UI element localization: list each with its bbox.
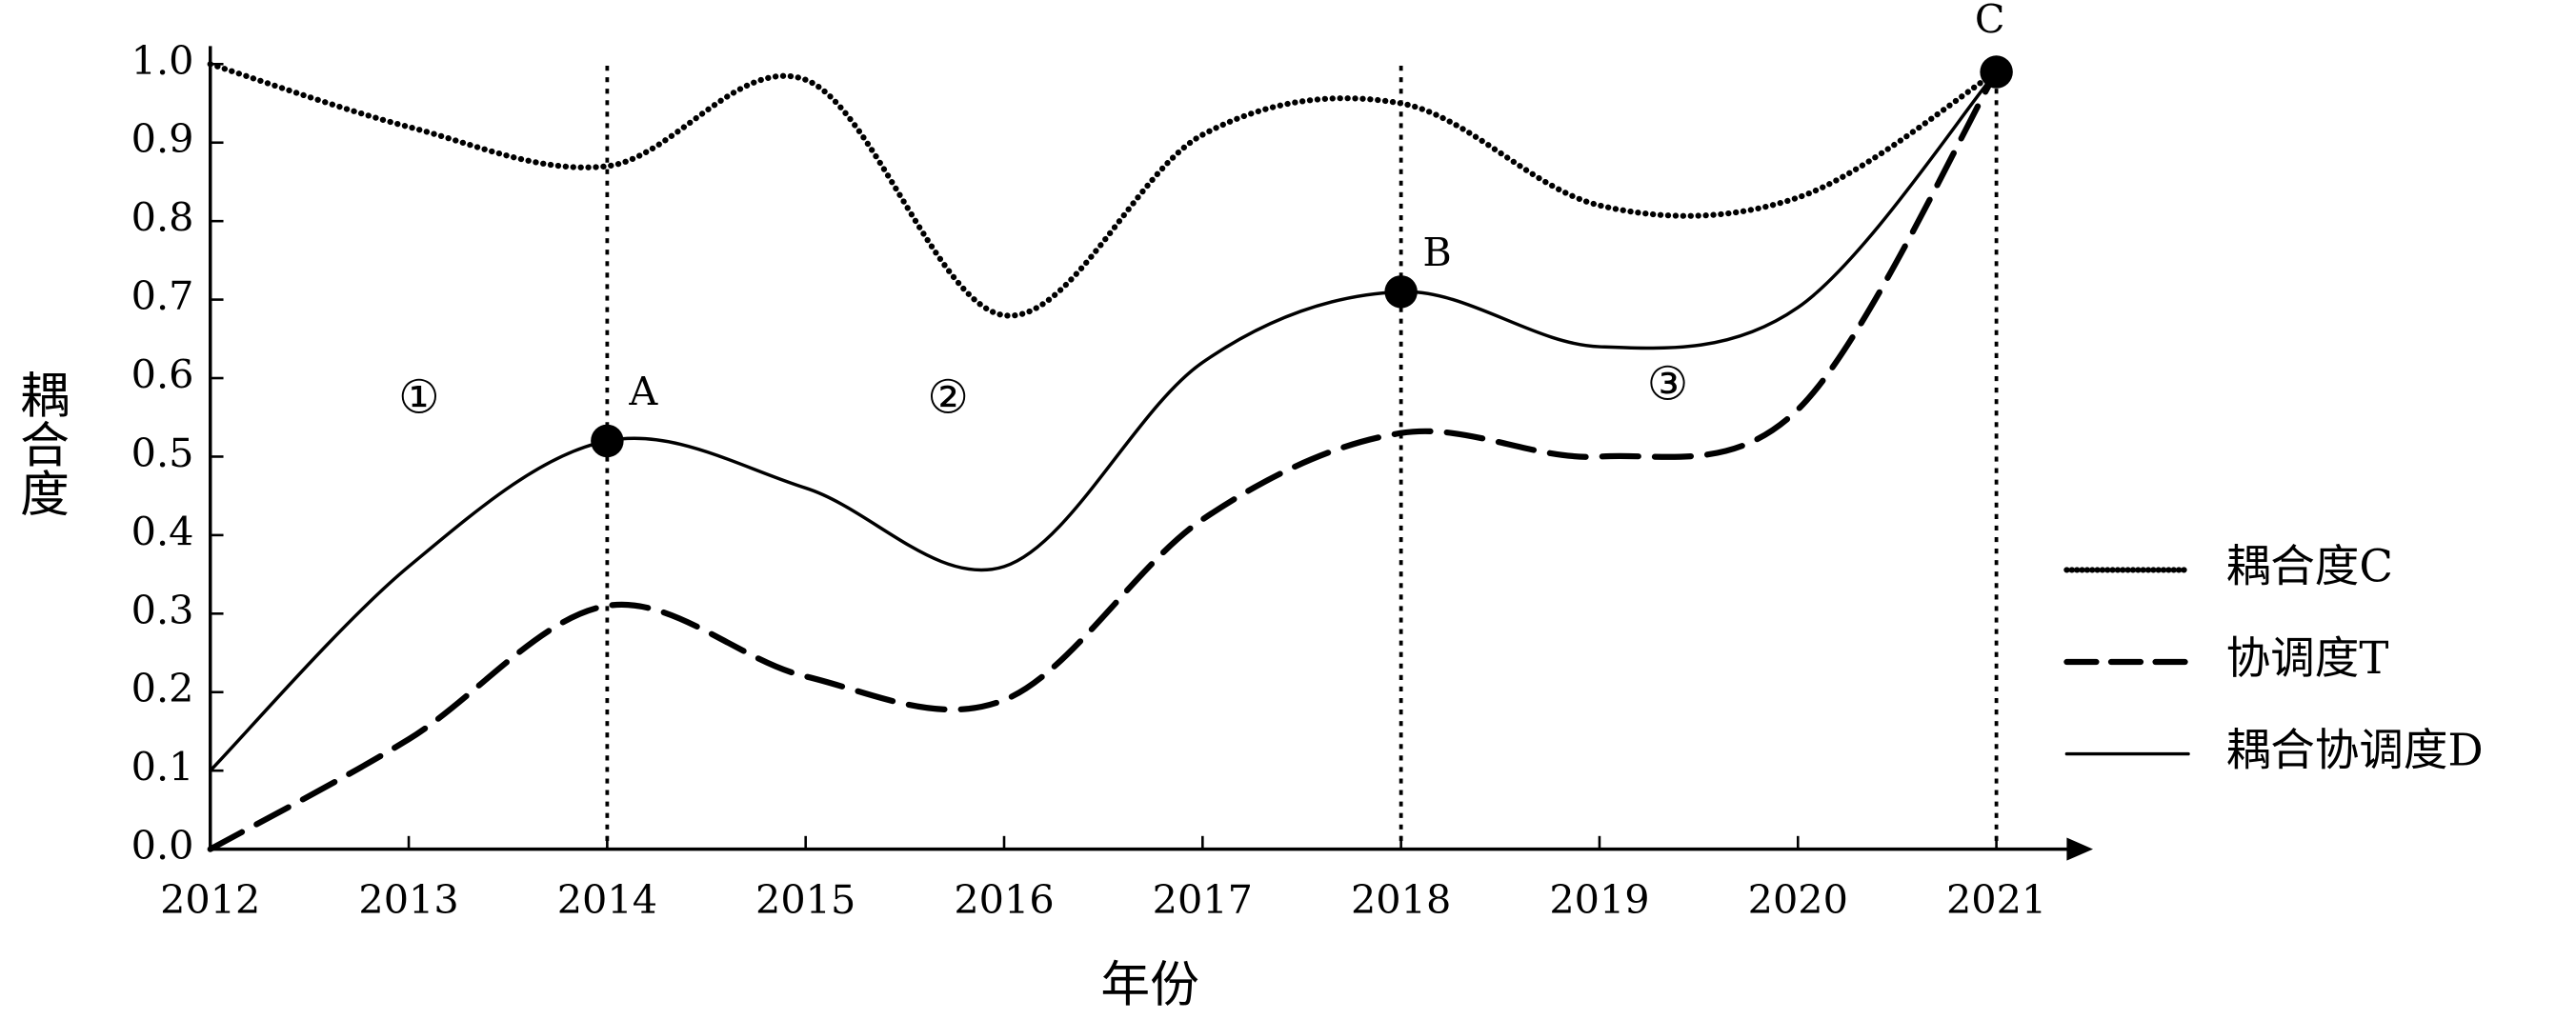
x-tick-label: 2013 [358,877,458,923]
series-line [207,61,2000,319]
x-tick-label: 2014 [557,877,657,923]
region-label: ③ [1647,358,1688,411]
y-tick-label: 0.2 [131,666,194,711]
y-axis-label: 耦合度 [10,370,68,517]
y-tick-label: 0.3 [131,588,194,633]
y-tick-label: 0.1 [131,745,194,790]
legend-label: 协调度T [2226,632,2389,684]
point-label: C [1975,0,2005,42]
key-point [1980,55,2013,89]
y-tick-label: 0.4 [131,509,194,554]
legend-label: 耦合度C [2226,540,2393,591]
x-tick-label: 2016 [954,877,1054,923]
key-point [591,424,624,458]
x-tick-label: 2015 [755,877,855,923]
y-tick-label: 1.0 [131,38,194,84]
x-tick-label: 2019 [1549,877,1649,923]
legend-label: 耦合协调度D [2226,725,2484,776]
x-tick-label: 2017 [1153,877,1253,923]
y-tick-label: 0.7 [131,273,194,319]
y-tick-label: 0.8 [131,195,194,241]
point-label: A [628,369,658,414]
key-point [1384,275,1418,309]
y-tick-label: 0.9 [131,116,194,162]
x-tick-label: 2018 [1351,877,1451,923]
x-tick-label: 2012 [160,877,260,923]
region-label: ② [927,370,968,424]
series-line [209,70,1999,772]
region-label: ① [398,370,439,424]
y-tick-label: 0.5 [131,430,194,476]
series-line [207,69,2000,852]
x-axis-arrow [2066,837,2093,861]
x-axis-label: 年份 [1100,957,1198,1014]
y-tick-label: 0.0 [131,823,194,869]
x-tick-label: 2021 [1946,877,2046,923]
x-tick-label: 2020 [1748,877,1848,923]
point-label: B [1422,230,1451,275]
y-tick-label: 0.6 [131,352,194,398]
